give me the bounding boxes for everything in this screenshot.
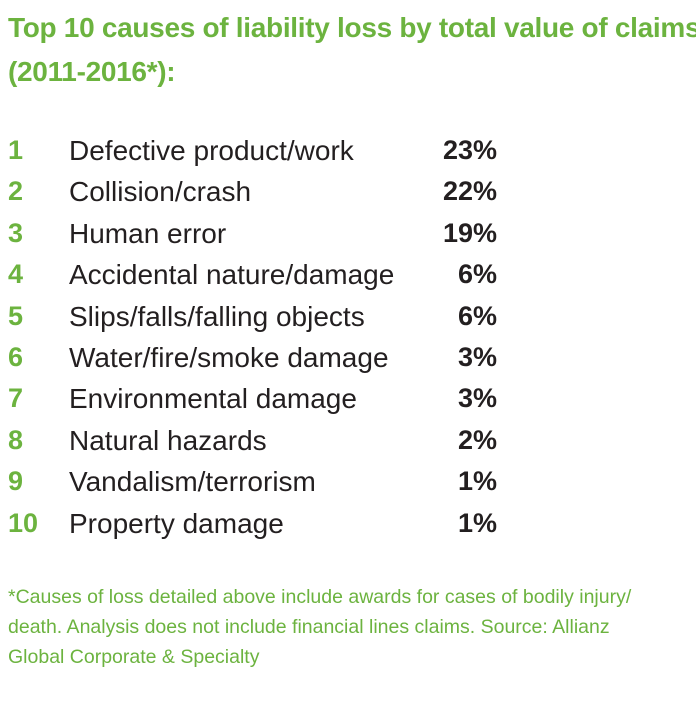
- share-value: 22%: [442, 176, 497, 207]
- footnote-line-2: death. Analysis does not include financi…: [8, 616, 610, 638]
- table-row: 10 Property damage 1%: [8, 504, 688, 545]
- cause-label: Human error: [69, 217, 227, 249]
- ranking-table: 1 Defective product/work 23% 2 Collision/cra…: [8, 131, 688, 545]
- cause-label: Vandalism/terrorism: [69, 466, 316, 498]
- table-row: 5 Slips/falls/falling objects 6%: [8, 297, 688, 338]
- table-row: 4 Accidental nature/damage 6%: [8, 255, 688, 296]
- cause-label: Water/fire/smoke damage: [69, 341, 389, 373]
- cause-label: Defective product/work: [69, 135, 354, 166]
- share-value: 1%: [457, 507, 497, 538]
- footnote-line-3: Global Corporate & Specialty: [8, 646, 260, 668]
- table-row: 7 Environmental damage 3%: [8, 379, 688, 420]
- table-row: 8 Natural hazards 2%: [8, 421, 688, 462]
- cause-label: Environmental damage: [69, 383, 357, 415]
- rank-number: 6: [8, 341, 24, 372]
- share-value: 19%: [442, 217, 497, 248]
- rank-number: 3: [8, 217, 24, 248]
- rank-number: 9: [8, 466, 24, 497]
- footnote-line-1: *Causes of loss detailed above include a…: [8, 586, 632, 608]
- chart-title: Top 10 causes of liability loss by total…: [8, 6, 696, 94]
- share-value: 3%: [457, 341, 497, 372]
- table-row: 6 Water/fire/smoke damage 3%: [8, 338, 688, 379]
- rank-number: 8: [8, 424, 24, 455]
- chart-title-line-2: (2011-2016*):: [8, 56, 176, 87]
- footnote: *Causes of loss detailed above include a…: [8, 582, 678, 672]
- share-value: 1%: [457, 466, 497, 497]
- rank-number: 2: [8, 176, 24, 207]
- rank-number: 4: [8, 259, 24, 290]
- share-value: 6%: [457, 259, 497, 290]
- table-row: 2 Collision/crash 22%: [8, 172, 688, 213]
- cause-label: Accidental nature/damage: [69, 259, 395, 291]
- rank-number: 10: [8, 507, 39, 538]
- rank-number: 5: [8, 300, 24, 331]
- cause-label: Slips/falls/falling objects: [69, 300, 365, 332]
- rank-number: 1: [8, 135, 24, 165]
- table-row: 1 Defective product/work 23%: [8, 131, 688, 172]
- share-value: 3%: [457, 383, 497, 414]
- cause-label: Natural hazards: [69, 424, 267, 456]
- cause-label: Property damage: [69, 507, 284, 539]
- chart-title-line-1: Top 10 causes of liability loss by total…: [8, 12, 696, 43]
- share-value: 6%: [457, 300, 497, 331]
- table-row: 3 Human error 19%: [8, 214, 688, 255]
- rank-number: 7: [8, 383, 24, 414]
- table-row: 9 Vandalism/terrorism 1%: [8, 462, 688, 503]
- share-value: 23%: [442, 135, 497, 165]
- share-value: 2%: [457, 424, 497, 455]
- cause-label: Collision/crash: [69, 176, 252, 208]
